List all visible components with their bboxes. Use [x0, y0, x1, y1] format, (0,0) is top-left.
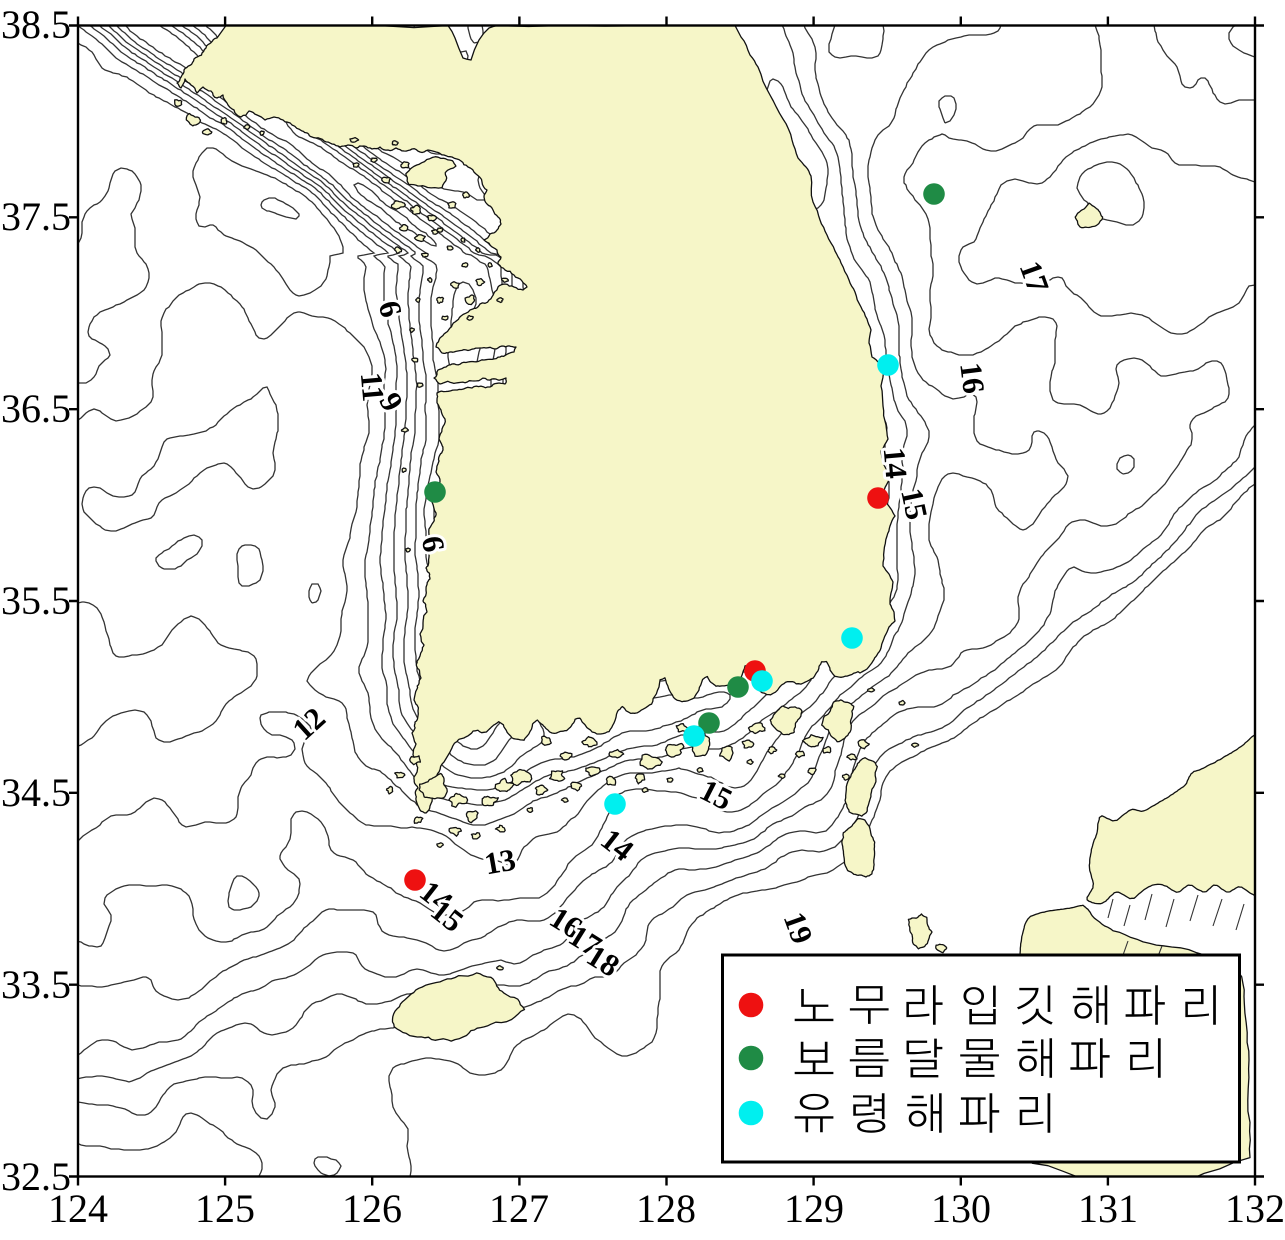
- svg-text:131: 131: [1078, 1186, 1138, 1231]
- svg-text:129: 129: [784, 1186, 844, 1231]
- svg-text:126: 126: [342, 1186, 402, 1231]
- svg-text:16: 16: [953, 360, 992, 395]
- svg-text:128: 128: [636, 1186, 696, 1231]
- svg-text:11: 11: [354, 371, 391, 403]
- svg-text:124: 124: [48, 1186, 108, 1231]
- svg-text:14: 14: [877, 446, 915, 480]
- svg-text:33.5: 33.5: [1, 962, 71, 1007]
- svg-text:32.5: 32.5: [1, 1154, 71, 1199]
- svg-text:37.5: 37.5: [1, 194, 71, 239]
- svg-text:130: 130: [931, 1186, 991, 1231]
- svg-text:125: 125: [195, 1186, 255, 1231]
- svg-text:36.5: 36.5: [1, 386, 71, 431]
- svg-text:35.5: 35.5: [1, 578, 71, 623]
- svg-text:34.5: 34.5: [1, 770, 71, 815]
- svg-text:127: 127: [489, 1186, 549, 1231]
- svg-text:132: 132: [1225, 1186, 1285, 1231]
- svg-text:13: 13: [482, 842, 519, 882]
- svg-text:38.5: 38.5: [1, 2, 71, 47]
